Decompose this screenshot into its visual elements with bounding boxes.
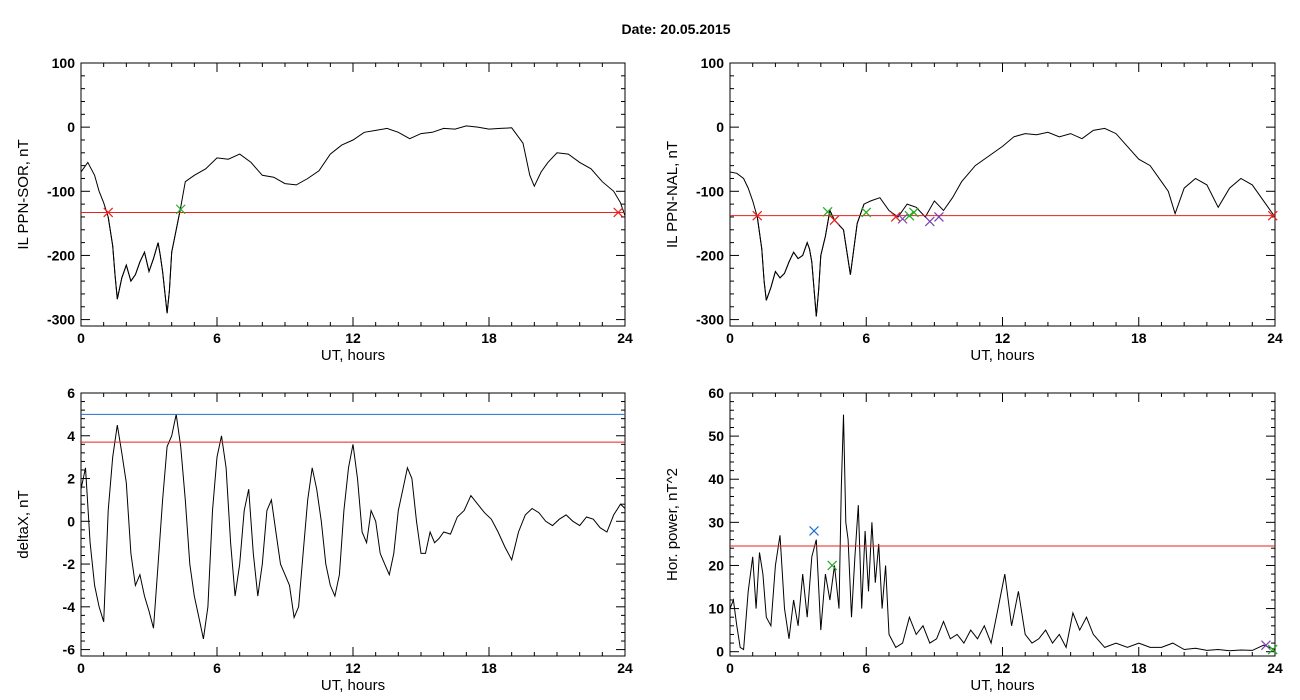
series-line-black: [81, 414, 625, 640]
y-tick-label: 0: [716, 119, 724, 135]
x-marker-purple: [933, 212, 944, 222]
plot-area: [81, 125, 625, 314]
x-tick-label: 12: [995, 660, 1011, 676]
x-marker-green: [822, 206, 833, 217]
y-tick-label: 30: [708, 514, 724, 530]
y-tick-label: -200: [696, 247, 724, 263]
x-marker-green: [861, 207, 872, 218]
series-line-black: [730, 414, 1275, 652]
x-marker-red: [752, 210, 763, 221]
series-line-black: [81, 125, 625, 314]
x-tick-label: 6: [213, 660, 221, 676]
panel-top-right: 0 6 12 18 24 -300 -200 -100 0 100 UT, hours IL PPN-…: [664, 55, 1283, 364]
panel-top-left: 0 6 12 18 24 -300 -200 -100 0 100 UT, hours IL PPN-…: [15, 55, 633, 364]
x-marker-red: [103, 207, 114, 218]
x-tick-label: 6: [862, 660, 870, 676]
y-tick-label: 0: [67, 513, 75, 529]
plot-area: [730, 414, 1275, 652]
x-marker-red: [829, 215, 840, 226]
x-tick-label: 18: [1131, 660, 1147, 676]
y-axis-label: IL PPN-NAL, nT: [664, 141, 681, 248]
y-tick-label: 60: [708, 385, 724, 401]
x-marker-red: [613, 207, 624, 218]
figure-title: Date: 20.05.2015: [622, 21, 731, 37]
y-axis-label: IL PPN-SOR, nT: [15, 139, 32, 249]
x-marker-green: [827, 560, 838, 571]
x-tick-label: 12: [995, 330, 1011, 346]
x-marker-green: [1267, 644, 1278, 655]
y-tick-label: -300: [47, 312, 75, 328]
y-tick-label: 10: [708, 601, 724, 617]
plot-frame: [729, 392, 1276, 657]
x-marker-red: [1267, 210, 1278, 221]
plot-frame: [729, 62, 1276, 327]
x-tick-label: 6: [862, 330, 870, 346]
x-tick-label: 0: [726, 330, 734, 346]
y-tick-label: 0: [716, 644, 724, 660]
series-line-blue: [756, 203, 865, 317]
y-axis-label: deltaX, nT: [15, 490, 32, 558]
x-tick-label: 24: [1267, 660, 1283, 676]
x-marker-green: [175, 204, 186, 215]
x-tick-label: 6: [213, 330, 221, 346]
x-tick-label: 24: [1267, 330, 1283, 346]
plot-frame: [80, 62, 626, 327]
plot-frame: [80, 392, 626, 657]
y-tick-label: -200: [47, 247, 75, 263]
x-tick-label: 18: [481, 660, 497, 676]
y-tick-label: 0: [67, 119, 75, 135]
plot-area: [730, 127, 1275, 317]
y-tick-label: -100: [696, 183, 724, 199]
x-marker-blue: [809, 526, 819, 536]
x-axis-label: UT, hours: [970, 347, 1034, 364]
x-tick-label: 18: [1131, 330, 1147, 346]
plot-area: [81, 413, 625, 640]
x-tick-label: 0: [77, 330, 85, 346]
y-tick-label: 20: [708, 557, 724, 573]
y-tick-label: 50: [708, 428, 724, 444]
x-marker-green: [904, 210, 915, 221]
series-line-blue: [107, 207, 182, 314]
y-tick-label: 4: [67, 428, 75, 444]
y-tick-label: 100: [701, 55, 725, 71]
y-tick-label: -100: [47, 183, 75, 199]
x-tick-label: 18: [481, 330, 497, 346]
x-axis-label: UT, hours: [321, 677, 385, 694]
x-marker-purple: [924, 216, 935, 227]
x-marker-green: [909, 207, 919, 218]
x-axis-label: UT, hours: [321, 347, 385, 364]
x-marker-purple: [1260, 640, 1271, 651]
series-line-black: [730, 127, 1275, 317]
y-axis-label: Hor. power, nT^2: [664, 468, 681, 581]
x-tick-label: 12: [345, 330, 361, 346]
y-tick-label: -6: [63, 642, 76, 658]
y-tick-label: 2: [67, 471, 75, 487]
x-marker-red: [890, 212, 901, 222]
x-tick-label: 12: [345, 660, 361, 676]
y-tick-label: -4: [63, 599, 76, 615]
x-tick-label: 24: [617, 330, 633, 346]
y-tick-label: -2: [63, 556, 76, 572]
y-tick-label: -300: [696, 312, 724, 328]
panel-bottom-right: 0 6 12 18 24 0 10 20 30 40 50 60 UT, hours Hor. power…: [664, 385, 1283, 694]
y-tick-label: 100: [52, 55, 76, 71]
x-tick-label: 0: [77, 660, 85, 676]
y-tick-label: 6: [67, 385, 75, 401]
x-tick-label: 0: [726, 660, 734, 676]
x-marker-purple: [897, 213, 908, 224]
x-axis-label: UT, hours: [970, 677, 1034, 694]
x-tick-label: 24: [617, 660, 633, 676]
y-tick-label: 40: [708, 471, 724, 487]
